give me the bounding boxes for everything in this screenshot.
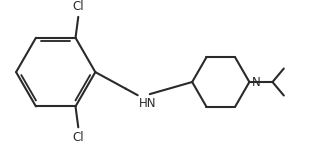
Text: N: N bbox=[252, 75, 261, 89]
Text: HN: HN bbox=[139, 97, 156, 110]
Text: Cl: Cl bbox=[72, 131, 84, 144]
Text: Cl: Cl bbox=[72, 0, 84, 13]
